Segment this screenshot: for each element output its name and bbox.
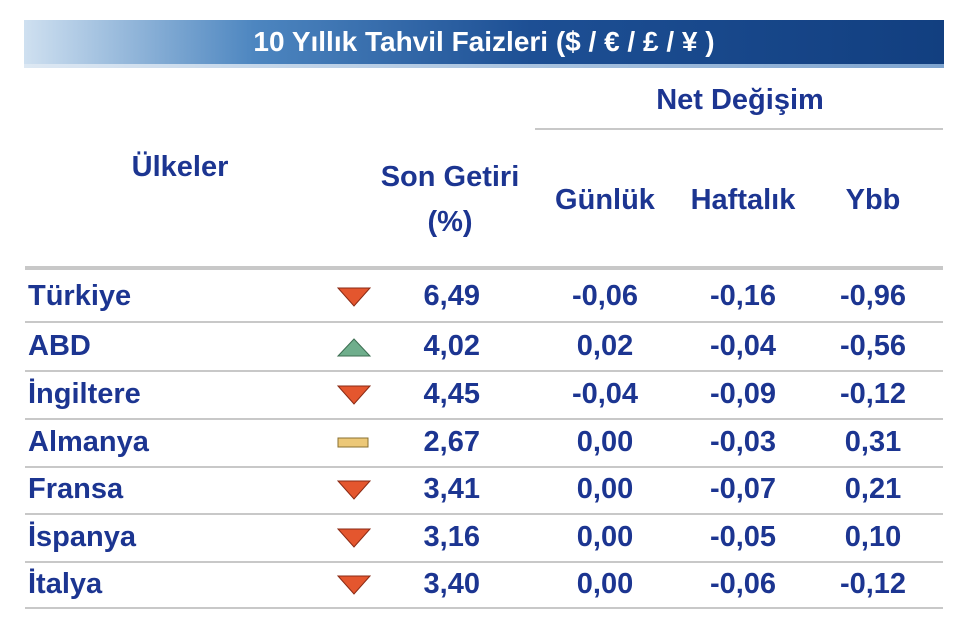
- ytd-cell: -0,12: [839, 378, 907, 410]
- country-cell: Türkiye: [28, 280, 132, 312]
- group-header: Net Değişim: [656, 84, 824, 116]
- row-separator: [25, 321, 943, 323]
- daily-cell: 0,00: [576, 521, 634, 553]
- yield-cell: 4,02: [423, 330, 480, 362]
- weekly-cell: -0,06: [709, 568, 777, 600]
- ytd-cell: -0,12: [839, 568, 907, 600]
- col-header: Günlük: [555, 184, 655, 216]
- country-cell: Almanya: [28, 426, 149, 458]
- col-header: (%): [427, 206, 473, 238]
- yield-cell: 6,49: [423, 280, 480, 312]
- group-underline: [535, 128, 943, 130]
- ytd-cell: 0,31: [844, 426, 902, 458]
- yield-cell: 2,67: [423, 426, 480, 458]
- yield-cell: 3,40: [423, 568, 480, 600]
- down-arrow: [336, 385, 372, 405]
- title: 10 Yıllık Tahvil Faizleri ($ / € / £ / ¥…: [253, 26, 715, 57]
- weekly-cell: -0,03: [709, 426, 777, 458]
- weekly-cell: -0,09: [709, 378, 777, 410]
- weekly-cell: -0,07: [709, 473, 777, 505]
- title-bar: 10 Yıllık Tahvil Faizleri ($ / € / £ / ¥…: [24, 20, 944, 68]
- country-cell: İspanya: [28, 521, 136, 553]
- yield-cell: 4,45: [423, 378, 480, 410]
- ytd-cell: -0,96: [839, 280, 907, 312]
- col-header: Son Getiri: [380, 161, 520, 193]
- down-arrow: [336, 480, 372, 500]
- yield-cell: 3,41: [423, 473, 480, 505]
- down-arrow: [336, 287, 372, 307]
- row-separator: [25, 370, 943, 372]
- weekly-cell: -0,05: [709, 521, 777, 553]
- ytd-cell: 0,21: [844, 473, 902, 505]
- daily-cell: 0,00: [576, 426, 634, 458]
- header-rule: [25, 266, 943, 270]
- weekly-cell: -0,16: [709, 280, 777, 312]
- country-cell: İngiltere: [28, 378, 141, 410]
- daily-cell: 0,00: [576, 568, 634, 600]
- daily-cell: -0,06: [571, 280, 639, 312]
- col-header: Haftalık: [690, 184, 796, 216]
- flat-marker: [337, 437, 369, 448]
- row-separator: [25, 607, 943, 609]
- weekly-cell: -0,04: [709, 330, 777, 362]
- col-header: Ülkeler: [131, 151, 229, 183]
- ytd-cell: -0,56: [839, 330, 907, 362]
- col-header: Ybb: [845, 184, 901, 216]
- daily-cell: 0,00: [576, 473, 634, 505]
- up-arrow: [336, 338, 372, 357]
- row-separator: [25, 513, 943, 515]
- down-arrow: [336, 575, 372, 595]
- row-separator: [25, 418, 943, 420]
- country-cell: Fransa: [28, 473, 124, 505]
- country-cell: İtalya: [28, 568, 103, 600]
- daily-cell: -0,04: [571, 378, 639, 410]
- yield-cell: 3,16: [423, 521, 480, 553]
- row-separator: [25, 561, 943, 563]
- down-arrow: [336, 528, 372, 548]
- ytd-cell: 0,10: [844, 521, 902, 553]
- row-separator: [25, 466, 943, 468]
- title-strip: [24, 64, 944, 68]
- country-cell: ABD: [28, 330, 91, 362]
- daily-cell: 0,02: [576, 330, 634, 362]
